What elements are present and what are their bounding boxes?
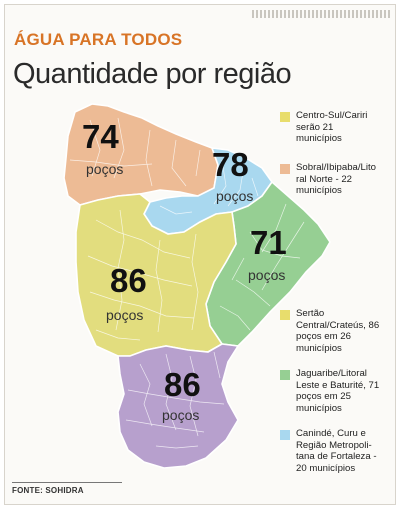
map-value: 86	[164, 366, 201, 403]
legend-text: Sertão Central/Crateús, 86 poços em 26 m…	[296, 308, 380, 354]
map-label-sobral: 74 poços	[82, 118, 123, 177]
legend-swatch	[280, 112, 290, 122]
legend-text: Canindé, Curu e Região Metropoli- tana d…	[296, 428, 377, 474]
map-value: 71	[250, 224, 287, 261]
legend-swatch	[280, 370, 290, 380]
municipal-boundaries	[69, 117, 305, 449]
legend-swatch	[280, 430, 290, 440]
map-unit: poços	[216, 188, 253, 204]
map-value: 74	[82, 118, 119, 155]
legend-text: Jaguaribe/Litoral Leste e Baturité, 71 p…	[296, 368, 380, 414]
kicker-title: ÁGUA PARA TODOS	[14, 30, 183, 49]
legend-text: Centro-Sul/Cariri serão 21 municípios	[296, 110, 368, 145]
region-centro-sul-cariri	[117, 343, 240, 469]
map-label-cariri: 86 poços	[162, 366, 201, 423]
map-unit: poços	[248, 267, 285, 283]
legend-swatch	[280, 164, 290, 174]
source-divider	[12, 482, 122, 483]
map-value: 86	[110, 262, 147, 299]
map-unit: poços	[86, 161, 123, 177]
map-unit: poços	[106, 307, 143, 323]
map-label-metro: 78 poços	[212, 146, 253, 204]
map-unit: poços	[162, 407, 199, 423]
map-label-jaguaribe: 71 poços	[248, 224, 287, 283]
legend-swatch	[280, 310, 290, 320]
map-label-sertao: 86 poços	[106, 262, 147, 323]
source-credit: FONTE: SOHIDRA	[12, 486, 84, 495]
page-title: Quantidade por região	[13, 58, 292, 90]
decorative-hatch	[252, 10, 392, 18]
map-value: 78	[212, 146, 249, 183]
legend-text: Sobral/Ibipaba/Lito ral Norte - 22 munic…	[296, 162, 377, 197]
